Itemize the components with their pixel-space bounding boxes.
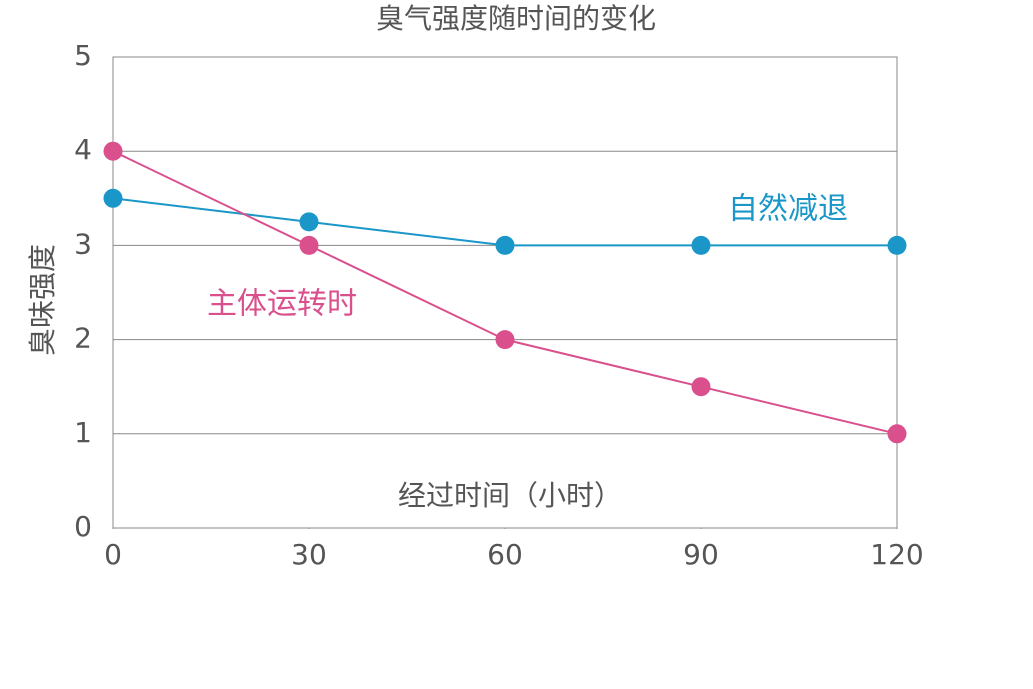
- y-tick-label: 3: [74, 227, 92, 260]
- data-point: [887, 424, 907, 444]
- x-tick-label: 0: [104, 538, 122, 571]
- data-point: [495, 235, 515, 255]
- data-point: [887, 235, 907, 255]
- chart-title: 臭气强度随时间的变化: [376, 2, 656, 35]
- y-tick-label: 0: [74, 510, 92, 543]
- data-point: [299, 235, 319, 255]
- data-point: [299, 212, 319, 232]
- x-tick-label: 30: [291, 538, 327, 571]
- series-label: 主体运转时: [207, 287, 357, 322]
- x-tick-label: 120: [870, 538, 923, 571]
- y-tick-label: 2: [74, 322, 92, 355]
- x-axis-label: 经过时间（小时）: [398, 479, 622, 512]
- series-label: 自然减退: [728, 192, 848, 227]
- y-axis-label: 臭味强度: [26, 244, 59, 356]
- data-point: [495, 330, 515, 350]
- x-tick-label: 60: [487, 538, 523, 571]
- y-tick-label: 4: [74, 133, 92, 166]
- data-point: [103, 188, 123, 208]
- data-point: [691, 377, 711, 397]
- x-tick-label: 90: [683, 538, 719, 571]
- y-tick-label: 5: [74, 39, 92, 72]
- y-tick-label: 1: [74, 416, 92, 449]
- data-point: [691, 235, 711, 255]
- data-point: [103, 141, 123, 161]
